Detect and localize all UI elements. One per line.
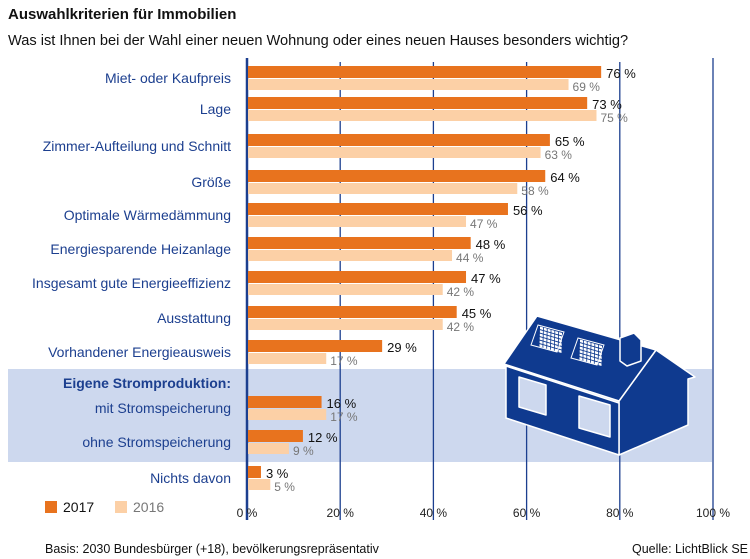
value-label-2017: 29 %	[387, 340, 417, 355]
x-tick-label: 80 %	[606, 506, 634, 520]
chart-subtitle: Was ist Ihnen bei der Wahl einer neuen W…	[8, 33, 628, 49]
chart-title: Auswahlkriterien für Immobilien	[8, 6, 236, 23]
value-label-2017: 45 %	[462, 306, 492, 321]
chimney-icon	[619, 332, 642, 367]
bar-2016	[248, 183, 518, 194]
bar-2017	[248, 306, 457, 318]
value-label-2016: 9 %	[293, 444, 314, 458]
category-label: mit Stromspeicherung	[95, 400, 231, 416]
value-label-2017: 64 %	[550, 170, 580, 185]
category-label: Energiesparende Heizanlage	[50, 241, 231, 257]
value-label-2016: 47 %	[470, 217, 498, 231]
value-label-2016: 17 %	[330, 410, 358, 424]
value-label-2016: 42 %	[447, 320, 475, 334]
value-label-2016: 69 %	[573, 80, 601, 94]
category-label: Miet- oder Kaufpreis	[105, 70, 231, 86]
value-label-2017: 47 %	[471, 271, 501, 286]
value-label-2017: 56 %	[513, 203, 543, 218]
window-icon	[518, 376, 547, 416]
window-icon	[578, 395, 611, 438]
value-label-2016: 5 %	[274, 480, 295, 494]
legend-swatch-2017	[45, 501, 57, 513]
bar-2016	[248, 409, 327, 420]
value-label-2016: 63 %	[545, 148, 573, 162]
bar-2017	[248, 237, 471, 249]
value-label-2016: 75 %	[601, 111, 629, 125]
legend-label-2017: 2017	[63, 499, 94, 515]
bar-2017	[248, 170, 546, 182]
legend: 2017 2016	[45, 499, 164, 515]
value-label-2017: 48 %	[476, 237, 506, 252]
category-label: Lage	[200, 101, 231, 117]
bar-2016	[248, 319, 443, 330]
solar-panel-icon	[530, 324, 565, 354]
x-tick-label: 40 %	[420, 506, 448, 520]
bar-2017	[248, 97, 588, 109]
bar-2016	[248, 479, 271, 490]
value-label-2017: 16 %	[327, 396, 357, 411]
bar-2016	[248, 353, 327, 364]
value-label-2016: 17 %	[330, 354, 358, 368]
bar-2016	[248, 216, 467, 227]
bar-2017	[248, 271, 467, 283]
category-label: Größe	[191, 174, 231, 190]
value-label-2016: 42 %	[447, 285, 475, 299]
bar-2016	[248, 250, 453, 261]
bar-2017	[248, 66, 602, 78]
value-label-2016: 44 %	[456, 251, 484, 265]
bar-2016	[248, 110, 597, 121]
value-label-2017: 65 %	[555, 134, 585, 149]
bar-2016	[248, 443, 289, 454]
solar-panel-icon	[570, 337, 605, 367]
category-label: Ausstattung	[157, 310, 231, 326]
footer-basis: Basis: 2030 Bundesbürger (+18), bevölker…	[45, 542, 380, 556]
x-tick-label: 100 %	[696, 506, 730, 520]
x-tick-label: 60 %	[513, 506, 541, 520]
value-label-2017: 12 %	[308, 430, 338, 445]
bar-2017	[248, 134, 550, 146]
category-label: Zimmer-Aufteilung und Schnitt	[43, 138, 231, 154]
value-label-2016: 58 %	[521, 184, 549, 198]
value-label-2017: 76 %	[606, 66, 636, 81]
bar-2017	[248, 396, 322, 408]
bar-2016	[248, 79, 569, 90]
group-header: Eigene Stromproduktion:	[63, 375, 231, 391]
legend-swatch-2016	[115, 501, 127, 513]
category-label: ohne Stromspeicherung	[82, 434, 231, 450]
category-label: Vorhandener Energieausweis	[48, 344, 231, 360]
value-label-2017: 3 %	[266, 466, 289, 481]
bar-2016	[248, 284, 443, 295]
category-label: Nichts davon	[150, 470, 231, 486]
house-illustration	[503, 315, 696, 456]
bar-2016	[248, 147, 541, 158]
bar-2017	[248, 430, 303, 442]
bar-2017	[248, 466, 261, 478]
footer-source: Quelle: LichtBlick SE	[632, 542, 748, 556]
category-label: Insgesamt gute Energieeffizienz	[32, 275, 231, 291]
x-tick-label: 20 %	[327, 506, 355, 520]
category-label: Optimale Wärmedämmung	[64, 207, 231, 223]
bar-2017	[248, 340, 383, 352]
legend-label-2016: 2016	[133, 499, 164, 515]
bar-2017	[248, 203, 508, 215]
value-label-2017: 73 %	[592, 97, 622, 112]
x-tick-label: 0 %	[237, 506, 258, 520]
